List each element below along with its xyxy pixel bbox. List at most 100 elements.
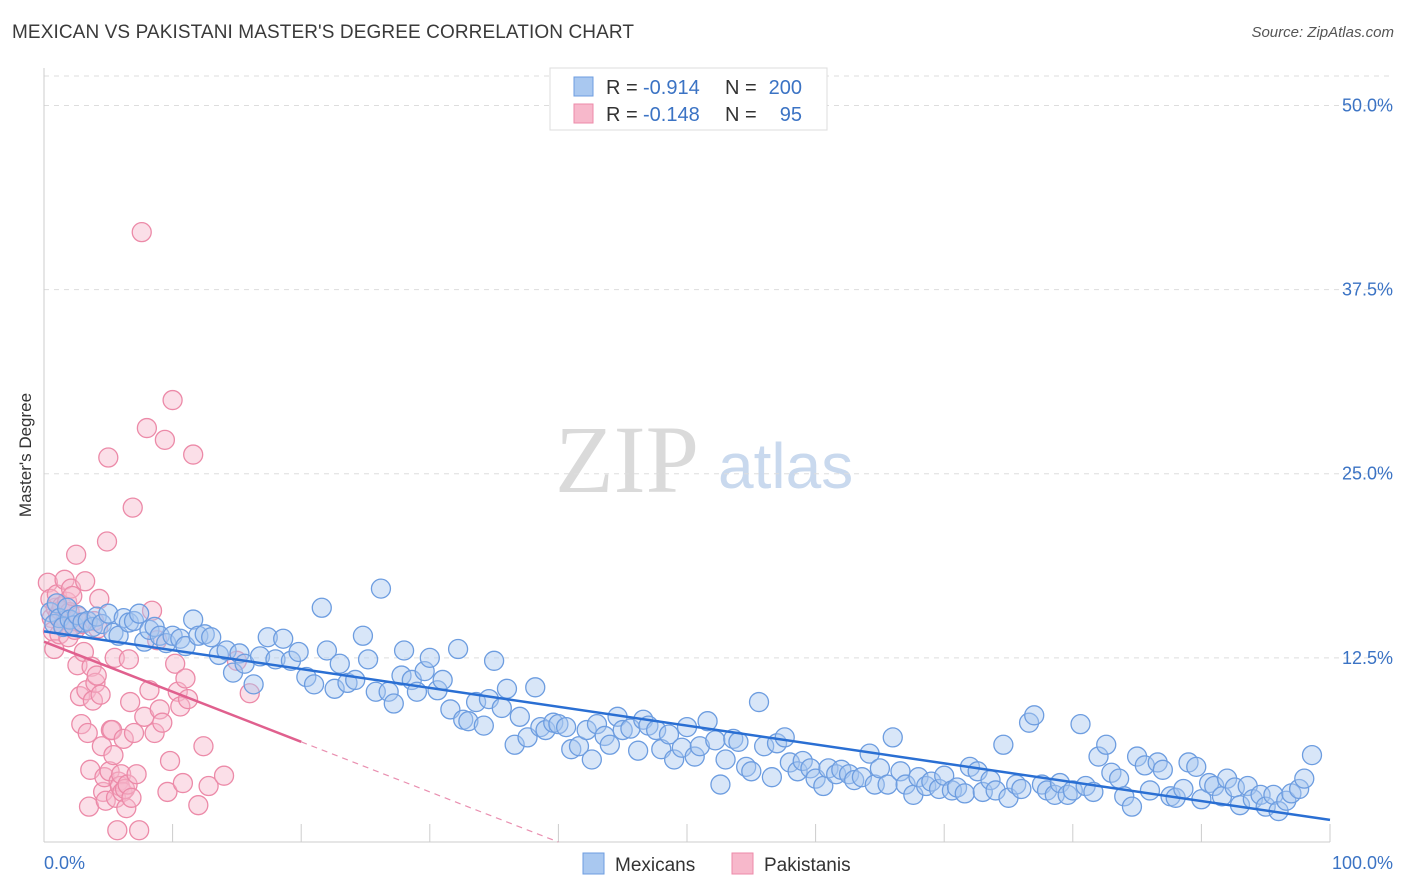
pakistani-point-50	[103, 744, 124, 766]
mexican-point-66	[432, 669, 453, 691]
mexican-point-72	[473, 715, 494, 736]
mexican-point-80	[525, 677, 546, 698]
watermark: ZIP atlas	[555, 406, 853, 513]
pakistani-point-24	[69, 686, 91, 707]
pakistani-point-69	[131, 221, 152, 243]
bottom-legend-swatch-mexicans	[582, 852, 605, 875]
pakistani-point-78	[154, 429, 176, 451]
mexican-point-135	[877, 774, 898, 795]
mexican-point-138	[895, 774, 916, 795]
mexican-point-131	[851, 767, 873, 788]
pakistani-point-64	[121, 787, 142, 808]
legend-box	[549, 67, 828, 131]
mexican-point-85	[555, 716, 577, 738]
bottom-legend-label-mexicans: Mexicans	[615, 855, 695, 876]
mexican-point-121	[787, 761, 808, 782]
x-ticks	[43, 824, 1331, 842]
pakistani-point-68	[129, 820, 150, 841]
legend-n-value-pakistanis: 95	[780, 104, 802, 126]
mexican-point-53	[352, 625, 374, 646]
mexican-point-173	[1121, 796, 1143, 817]
chart-title: MEXICAN VS PAKISTANI MASTER'S DEGREE COR…	[12, 22, 635, 43]
pakistani-point-86	[175, 668, 196, 689]
pakistani-point-91	[198, 775, 219, 797]
mexican-point-156	[1011, 778, 1032, 800]
mexican-point-147	[954, 783, 975, 804]
mexican-point-14	[98, 603, 119, 624]
x-tick-label-min: 0.0%	[44, 853, 85, 873]
pakistani-point-67	[126, 764, 147, 785]
mexican-point-105	[684, 746, 705, 767]
mexican-point-186	[1204, 775, 1225, 797]
mexicans-trend-line	[43, 630, 1331, 822]
mexican-point-82	[535, 719, 556, 741]
pakistani-point-36	[85, 672, 106, 694]
mexican-point-49	[324, 678, 345, 699]
mexican-point-46	[303, 674, 325, 695]
pakistani-point-71	[136, 417, 158, 439]
watermark-atlas: atlas	[718, 430, 853, 502]
pakistani-point-88	[183, 444, 204, 465]
mexican-point-178	[1152, 759, 1173, 780]
mexican-point-119	[774, 727, 795, 748]
pakistani-point-80	[159, 750, 181, 772]
mexican-point-68	[447, 638, 469, 660]
mexican-point-54	[357, 649, 379, 670]
mexican-point-70	[458, 711, 479, 732]
mexican-point-199	[1288, 778, 1310, 800]
mexican-point-183	[1186, 756, 1207, 778]
mexican-point-134	[869, 758, 891, 779]
pakistani-point-39	[89, 588, 110, 610]
watermark-zip: ZIP	[555, 406, 699, 513]
trend-lines	[43, 630, 1331, 843]
pakistani-point-77	[152, 712, 173, 733]
mexican-point-45	[296, 666, 317, 688]
mexican-point-50	[329, 653, 350, 674]
pakistani-point-46	[98, 447, 119, 468]
mexican-point-63	[414, 660, 435, 682]
pakistani-point-37	[86, 665, 107, 686]
pakistani-point-45	[96, 531, 118, 552]
legend-n-label-pakistanis: N =	[725, 104, 757, 126]
mexican-point-101	[658, 724, 680, 745]
bottom-legend: Mexicans Pakistanis	[582, 852, 851, 876]
mexican-point-42	[273, 628, 294, 649]
mexican-point-110	[715, 749, 736, 770]
mexican-point-87	[568, 736, 590, 757]
mexican-point-75	[491, 697, 512, 719]
pakistani-point-79	[157, 781, 178, 803]
x-tick-label-max: 100.0%	[1332, 853, 1393, 873]
mexican-point-90	[586, 714, 608, 735]
pakistani-point-89	[188, 795, 209, 816]
mexican-point-34	[216, 640, 237, 661]
bottom-legend-swatch-pakistanis	[731, 852, 754, 875]
legend: R = -0.914 N = 200 R = -0.148 N = 95	[549, 67, 828, 131]
mexican-point-158	[1024, 705, 1045, 726]
pakistani-point-58	[113, 728, 134, 750]
pakistanis-trend-line-extension	[300, 741, 559, 843]
legend-swatch-mexicans	[573, 76, 594, 97]
mexican-point-92	[599, 734, 620, 755]
pakistani-point-74	[144, 722, 165, 744]
mexican-point-181	[1173, 778, 1194, 800]
y-tick-labels: 12.5% 25.0% 37.5% 50.0%	[1342, 95, 1393, 667]
mexican-point-78	[509, 706, 530, 727]
mexican-point-106	[689, 736, 711, 757]
mexican-point-71	[465, 691, 487, 713]
legend-r-label-mexicans: R =	[606, 77, 638, 99]
mexican-point-169	[1096, 734, 1117, 755]
y-tick-label-1: 25.0%	[1342, 464, 1393, 484]
mexican-point-38	[243, 674, 264, 695]
gridlines	[44, 75, 1390, 659]
legend-r-value-mexicans: -0.914	[643, 77, 700, 99]
mexican-point-168	[1088, 746, 1109, 767]
pakistani-point-62	[118, 649, 140, 670]
legend-swatch-pakistanis	[573, 103, 594, 124]
mexican-point-150	[972, 781, 993, 803]
pakistani-point-60	[116, 797, 137, 819]
mexican-point-40	[257, 627, 278, 648]
pakistani-point-66	[123, 722, 145, 744]
mexican-point-2	[46, 593, 68, 614]
y-tick-label-0: 12.5%	[1342, 648, 1393, 668]
